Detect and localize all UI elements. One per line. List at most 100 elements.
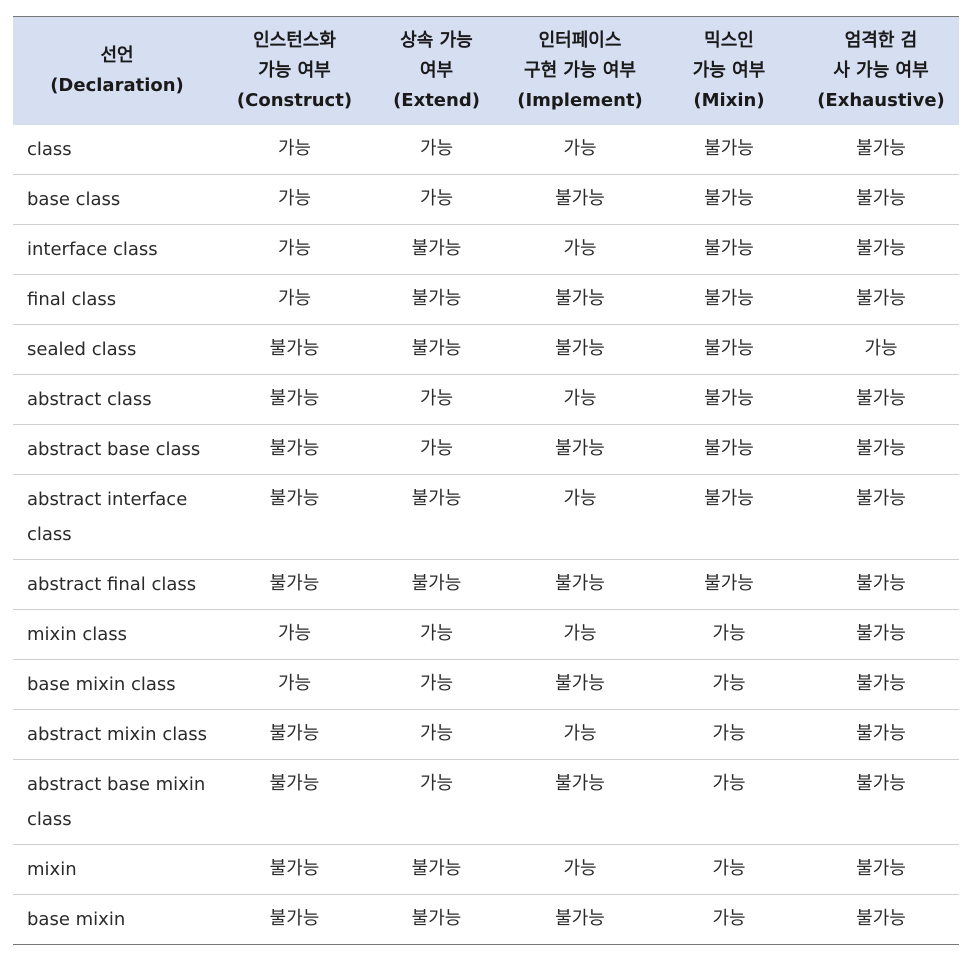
cell-construct: 가능 bbox=[221, 659, 368, 710]
header-line: (Implement) bbox=[517, 90, 643, 111]
table-row: abstract interface class 불가능 불가능 가능 불가능 불가능 bbox=[13, 474, 959, 560]
cell-declaration: abstract interface class bbox=[13, 474, 221, 560]
cell-implement: 불가능 bbox=[505, 174, 655, 225]
cell-construct: 불가능 bbox=[221, 424, 368, 475]
cell-mixin: 불가능 bbox=[655, 424, 803, 475]
cell-construct: 불가능 bbox=[221, 844, 368, 895]
table-row: base class 가능 가능 불가능 불가능 불가능 bbox=[13, 174, 959, 225]
cell-implement: 불가능 bbox=[505, 559, 655, 610]
cell-extend: 가능 bbox=[368, 374, 505, 425]
cell-exhaustive: 불가능 bbox=[803, 125, 959, 175]
cell-implement: 불가능 bbox=[505, 274, 655, 325]
cell-declaration: abstract mixin class bbox=[13, 709, 221, 760]
header-line: 사 가능 여부 bbox=[833, 60, 929, 81]
header-row: 선언 (Declaration) 인스턴스화 가능 여부 (Construct)… bbox=[13, 16, 959, 125]
header-line: 선언 bbox=[100, 45, 134, 66]
cell-implement: 가능 bbox=[505, 474, 655, 560]
header-line: 가능 여부 bbox=[258, 60, 331, 81]
cell-declaration: base class bbox=[13, 174, 221, 225]
header-extend: 상속 가능 여부 (Extend) bbox=[368, 16, 505, 125]
cell-mixin: 불가능 bbox=[655, 559, 803, 610]
cell-mixin: 가능 bbox=[655, 759, 803, 845]
cell-extend: 가능 bbox=[368, 174, 505, 225]
cell-declaration: mixin bbox=[13, 844, 221, 895]
cell-extend: 불가능 bbox=[368, 274, 505, 325]
cell-exhaustive: 불가능 bbox=[803, 424, 959, 475]
cell-declaration: final class bbox=[13, 274, 221, 325]
cell-exhaustive: 불가능 bbox=[803, 224, 959, 275]
cell-extend: 불가능 bbox=[368, 224, 505, 275]
table-row: class 가능 가능 가능 불가능 불가능 bbox=[13, 125, 959, 175]
cell-extend: 불가능 bbox=[368, 474, 505, 560]
cell-mixin: 가능 bbox=[655, 709, 803, 760]
cell-implement: 가능 bbox=[505, 224, 655, 275]
cell-exhaustive: 불가능 bbox=[803, 474, 959, 560]
header-line: 상속 가능 bbox=[400, 30, 473, 51]
cell-extend: 가능 bbox=[368, 659, 505, 710]
cell-implement: 가능 bbox=[505, 609, 655, 660]
cell-extend: 불가능 bbox=[368, 844, 505, 895]
cell-exhaustive: 불가능 bbox=[803, 374, 959, 425]
cell-mixin: 가능 bbox=[655, 844, 803, 895]
cell-extend: 불가능 bbox=[368, 559, 505, 610]
cell-exhaustive: 불가능 bbox=[803, 659, 959, 710]
class-modifier-table-container: 선언 (Declaration) 인스턴스화 가능 여부 (Construct)… bbox=[13, 16, 959, 945]
cell-mixin: 불가능 bbox=[655, 274, 803, 325]
cell-construct: 가능 bbox=[221, 274, 368, 325]
cell-mixin: 불가능 bbox=[655, 174, 803, 225]
cell-construct: 불가능 bbox=[221, 894, 368, 945]
cell-extend: 불가능 bbox=[368, 894, 505, 945]
cell-declaration: class bbox=[13, 125, 221, 175]
header-declaration: 선언 (Declaration) bbox=[13, 16, 221, 125]
header-line: (Extend) bbox=[393, 90, 480, 111]
cell-mixin: 가능 bbox=[655, 609, 803, 660]
cell-extend: 불가능 bbox=[368, 324, 505, 375]
header-line: 구현 가능 여부 bbox=[524, 60, 636, 81]
cell-declaration: abstract base mixin class bbox=[13, 759, 221, 845]
cell-implement: 불가능 bbox=[505, 659, 655, 710]
cell-exhaustive: 불가능 bbox=[803, 894, 959, 945]
table-header: 선언 (Declaration) 인스턴스화 가능 여부 (Construct)… bbox=[13, 16, 959, 125]
header-line: (Mixin) bbox=[693, 90, 765, 111]
cell-implement: 가능 bbox=[505, 844, 655, 895]
table-row: abstract final class 불가능 불가능 불가능 불가능 불가능 bbox=[13, 559, 959, 610]
cell-exhaustive: 불가능 bbox=[803, 759, 959, 845]
cell-construct: 가능 bbox=[221, 224, 368, 275]
cell-construct: 불가능 bbox=[221, 559, 368, 610]
table-row: abstract class 불가능 가능 가능 불가능 불가능 bbox=[13, 374, 959, 425]
header-line: 믹스인 bbox=[704, 30, 754, 51]
cell-declaration: mixin class bbox=[13, 609, 221, 660]
cell-mixin: 가능 bbox=[655, 659, 803, 710]
header-line: (Exhaustive) bbox=[817, 90, 945, 111]
cell-exhaustive: 가능 bbox=[803, 324, 959, 375]
cell-construct: 가능 bbox=[221, 125, 368, 175]
cell-declaration: abstract class bbox=[13, 374, 221, 425]
cell-declaration: sealed class bbox=[13, 324, 221, 375]
cell-construct: 가능 bbox=[221, 609, 368, 660]
cell-declaration: abstract final class bbox=[13, 559, 221, 610]
table-row: final class 가능 불가능 불가능 불가능 불가능 bbox=[13, 274, 959, 325]
cell-construct: 불가능 bbox=[221, 324, 368, 375]
cell-mixin: 불가능 bbox=[655, 474, 803, 560]
cell-mixin: 불가능 bbox=[655, 324, 803, 375]
cell-construct: 불가능 bbox=[221, 474, 368, 560]
header-line: 엄격한 검 bbox=[844, 30, 918, 51]
cell-extend: 가능 bbox=[368, 609, 505, 660]
cell-implement: 가능 bbox=[505, 709, 655, 760]
header-implement: 인터페이스 구현 가능 여부 (Implement) bbox=[505, 16, 655, 125]
cell-construct: 가능 bbox=[221, 174, 368, 225]
table-row: base mixin class 가능 가능 불가능 가능 불가능 bbox=[13, 659, 959, 710]
cell-declaration: base mixin class bbox=[13, 659, 221, 710]
table-body: class 가능 가능 가능 불가능 불가능 base class 가능 가능 불가능 불가능 불가능… bbox=[13, 125, 959, 945]
table-row: mixin class 가능 가능 가능 가능 불가능 bbox=[13, 609, 959, 660]
header-exhaustive: 엄격한 검 사 가능 여부 (Exhaustive) bbox=[803, 16, 959, 125]
table-row: abstract base mixin class 불가능 가능 불가능 가능 불가능 bbox=[13, 759, 959, 845]
cell-declaration: base mixin bbox=[13, 894, 221, 945]
cell-extend: 가능 bbox=[368, 424, 505, 475]
cell-implement: 불가능 bbox=[505, 894, 655, 945]
cell-exhaustive: 불가능 bbox=[803, 709, 959, 760]
class-modifier-table: 선언 (Declaration) 인스턴스화 가능 여부 (Construct)… bbox=[13, 16, 959, 945]
table-row: abstract mixin class 불가능 가능 가능 가능 불가능 bbox=[13, 709, 959, 760]
cell-implement: 불가능 bbox=[505, 424, 655, 475]
header-line: 인터페이스 bbox=[538, 30, 622, 51]
